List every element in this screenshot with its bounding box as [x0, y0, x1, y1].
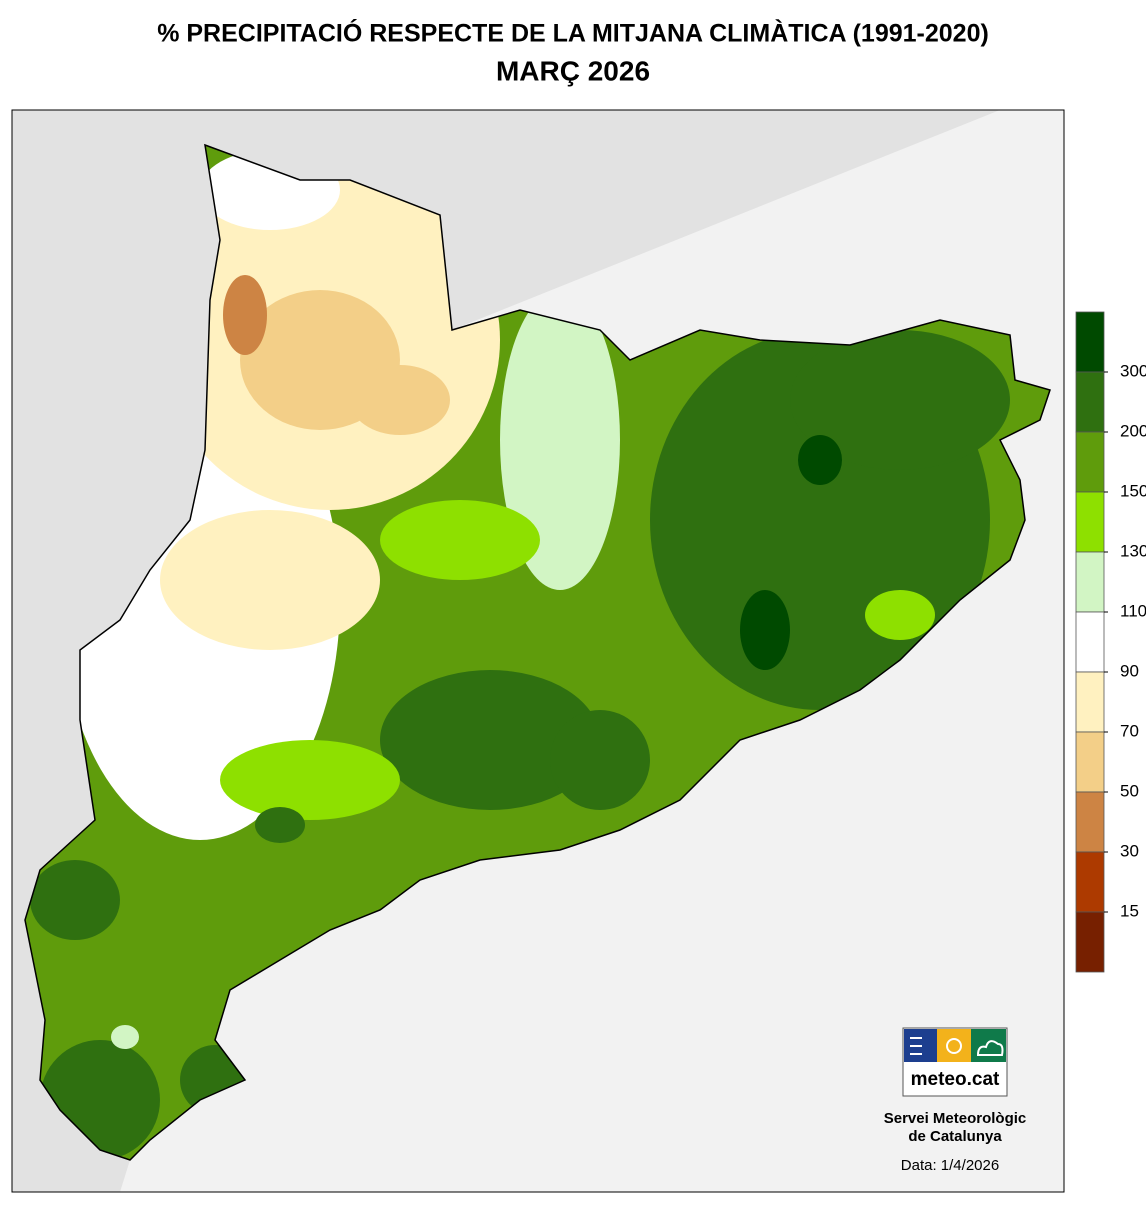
legend-swatch: [1075, 791, 1105, 853]
legend-swatch: [1075, 851, 1105, 913]
date: Data: 1/4/2026: [901, 1157, 999, 1174]
legend-label: 200: [1120, 421, 1146, 440]
legend-swatch: [1075, 551, 1105, 613]
legend-label: 30: [1120, 841, 1139, 860]
credit-line: de Catalunya: [908, 1128, 1002, 1145]
legend-swatch: [1075, 311, 1105, 373]
legend-swatch: [1075, 431, 1105, 493]
sea: [120, 110, 1064, 1192]
logo: meteo.cat: [902, 1027, 1008, 1097]
legend-swatch: [1075, 731, 1105, 793]
legend-label: 110: [1120, 601, 1146, 620]
legend-swatch: [1075, 371, 1105, 433]
legend: 300 200 150 130 110 90 70 50 30 15: [1075, 311, 1146, 973]
legend-swatch: [1075, 911, 1105, 973]
legend-label: 130: [1120, 541, 1146, 560]
map-frame: [11, 109, 1065, 1193]
legend-label: 150: [1120, 481, 1146, 500]
legend-label: 90: [1120, 661, 1139, 680]
legend-swatch: [1075, 611, 1105, 673]
legend-label: 300: [1120, 361, 1146, 380]
legend-swatch: [1075, 491, 1105, 553]
subtitle: MARÇ 2026: [496, 55, 650, 86]
legend-label: 70: [1120, 721, 1139, 740]
title: % PRECIPITACIÓ RESPECTE DE LA MITJANA CL…: [157, 18, 989, 48]
legend-label: 15: [1120, 901, 1139, 920]
logo-text: meteo.cat: [911, 1069, 1000, 1090]
legend-swatch: [1075, 671, 1105, 733]
map-area: [12, 110, 1064, 1192]
credit-line: Servei Meteorològic: [884, 1110, 1027, 1127]
legend-label: 50: [1120, 781, 1139, 800]
